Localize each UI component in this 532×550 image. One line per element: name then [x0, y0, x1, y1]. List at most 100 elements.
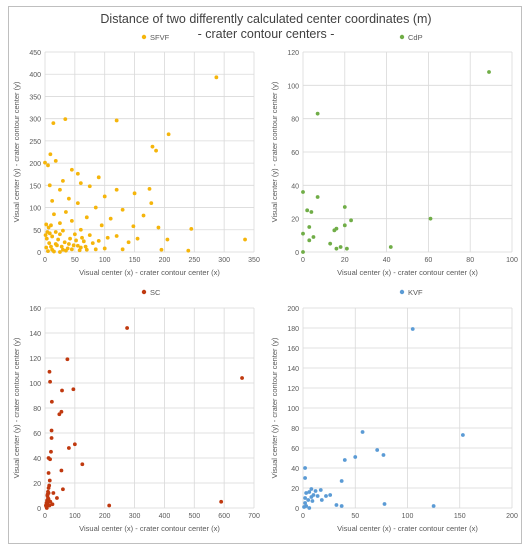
y-tick-label: 40	[291, 466, 299, 473]
data-point	[309, 210, 314, 214]
y-tick-label: 80	[291, 426, 299, 433]
legend-marker	[141, 289, 147, 295]
data-point	[87, 184, 92, 189]
x-tick-label: 300	[129, 513, 141, 520]
data-point	[53, 230, 58, 234]
data-point	[59, 244, 64, 249]
data-point	[388, 245, 393, 249]
data-point	[57, 412, 62, 417]
data-point	[66, 196, 71, 201]
data-point	[60, 388, 64, 393]
data-point	[77, 248, 82, 253]
data-point	[375, 448, 380, 452]
data-point	[47, 478, 52, 483]
data-point	[90, 241, 95, 246]
data-point	[75, 243, 80, 248]
y-axis-label: Visual center (y) - crater contour cente…	[12, 81, 21, 222]
y-tick-label: 300	[29, 117, 41, 124]
y-axis-label: Visual center (y) - crater contour cente…	[270, 81, 279, 222]
data-point	[315, 111, 320, 116]
legend-label: SC	[150, 288, 161, 297]
data-point	[328, 241, 333, 246]
data-point	[108, 216, 113, 221]
data-point	[243, 237, 247, 242]
data-point	[80, 235, 84, 240]
x-tick-label: 200	[99, 513, 111, 520]
data-point	[306, 498, 311, 502]
data-point	[311, 235, 316, 239]
data-point	[52, 212, 56, 217]
data-point	[59, 468, 64, 473]
data-point	[63, 117, 68, 122]
data-point	[301, 190, 305, 194]
data-point	[154, 148, 158, 153]
legend-label: KVF	[408, 288, 423, 297]
data-point	[120, 207, 125, 212]
figure-frame	[8, 6, 522, 544]
data-point	[214, 75, 219, 80]
y-tick-label: 80	[33, 406, 41, 413]
data-point	[71, 387, 76, 392]
x-tick-label: 0	[301, 513, 305, 520]
x-tick-label: 100	[69, 513, 81, 520]
data-point	[72, 442, 77, 447]
data-point	[50, 247, 55, 252]
x-axis-label: Visual center (x) - crater contour cente…	[79, 524, 220, 533]
y-tick-label: 450	[29, 50, 41, 57]
data-point	[62, 240, 67, 245]
data-point	[114, 187, 119, 192]
data-point	[44, 245, 49, 250]
data-point	[61, 178, 65, 183]
data-point	[159, 247, 164, 252]
data-point	[304, 491, 309, 495]
legend-marker	[141, 34, 147, 40]
data-point	[240, 376, 244, 380]
data-point	[135, 236, 140, 241]
y-tick-label: 100	[287, 406, 299, 413]
legend-label: CdP	[408, 33, 423, 42]
data-point	[68, 236, 72, 241]
y-tick-label: 250	[29, 139, 41, 146]
data-point	[58, 250, 62, 254]
data-point	[58, 232, 62, 237]
data-point	[307, 238, 312, 243]
data-point	[93, 205, 98, 210]
data-point	[102, 194, 107, 199]
data-point	[431, 504, 436, 508]
data-point	[99, 223, 104, 228]
data-point	[107, 503, 112, 508]
data-point	[149, 201, 154, 206]
y-tick-label: 160	[29, 306, 41, 313]
data-point	[342, 205, 347, 209]
data-point	[83, 244, 88, 249]
data-point	[381, 453, 386, 457]
y-tick-label: 0	[295, 506, 299, 513]
y-tick-label: 0	[37, 250, 41, 257]
legend-label: SFVF	[150, 33, 170, 42]
data-point	[49, 399, 54, 404]
x-tick-label: 200	[506, 513, 518, 520]
data-point	[328, 493, 333, 497]
x-tick-label: 20	[341, 257, 349, 264]
data-point	[47, 369, 52, 374]
data-point	[334, 246, 339, 251]
data-point	[301, 250, 305, 254]
y-tick-label: 80	[291, 117, 299, 124]
y-tick-label: 20	[33, 481, 41, 488]
data-point	[120, 247, 125, 252]
data-point	[46, 225, 51, 230]
y-tick-label: 50	[33, 228, 41, 235]
x-tick-label: 350	[248, 257, 260, 264]
y-axis-label: Visual center (y) - crater contour cente…	[270, 337, 279, 478]
figure-subtitle: - crater contour centers -	[197, 27, 335, 41]
x-tick-label: 0	[43, 513, 47, 520]
data-point	[102, 246, 107, 251]
data-point	[141, 213, 146, 218]
chart-kvf: 0 20 40 60 80 100 120 140 160 180 200 0 50 100 150 200 V…	[270, 288, 518, 533]
data-point	[84, 247, 89, 252]
x-tick-label: 100	[99, 257, 111, 264]
data-point	[165, 237, 170, 242]
y-tick-label: 100	[287, 83, 299, 90]
data-point	[114, 118, 119, 123]
y-tick-label: 100	[29, 381, 41, 388]
